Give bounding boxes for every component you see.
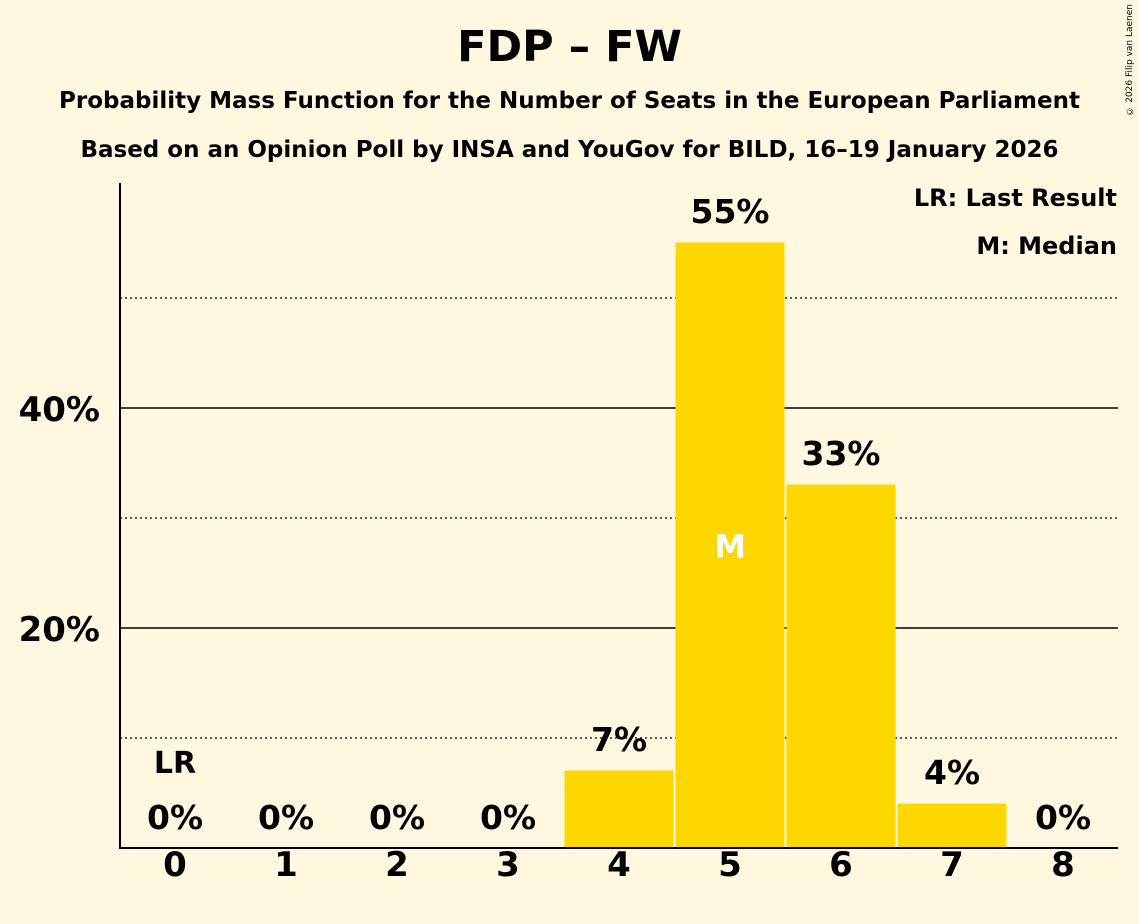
bar <box>564 770 674 849</box>
chart-title: FDP – FW <box>457 22 682 72</box>
bar <box>786 484 896 849</box>
bar-value-label: 33% <box>802 434 881 473</box>
bar-value-label: 4% <box>924 753 980 792</box>
x-tick-label: 6 <box>829 845 853 885</box>
y-tick-label: 20% <box>19 610 100 650</box>
bar <box>897 803 1007 849</box>
x-tick-label: 7 <box>940 845 964 885</box>
legend-last-result: LR: Last Result <box>913 184 1117 212</box>
legend-median: M: Median <box>976 232 1117 260</box>
bar-value-label: 0% <box>258 798 314 837</box>
last-result-marker: LR <box>154 746 196 781</box>
bar-value-label: 55% <box>691 192 770 231</box>
bar-value-label: 0% <box>1035 798 1091 837</box>
x-tick-label: 0 <box>163 845 187 885</box>
median-marker: M <box>714 528 746 566</box>
x-tick-label: 2 <box>385 845 409 885</box>
bar-value-label: 7% <box>591 720 647 759</box>
bar-value-label: 0% <box>369 798 425 837</box>
x-tick-label: 4 <box>607 845 631 885</box>
x-tick-label: 5 <box>718 845 742 885</box>
chart-subtitle-1: Probability Mass Function for the Number… <box>59 88 1080 114</box>
bar-value-label: 0% <box>147 798 203 837</box>
x-tick-label: 1 <box>274 845 298 885</box>
chart-subtitle-2: Based on an Opinion Poll by INSA and You… <box>80 137 1059 163</box>
bar <box>675 242 785 849</box>
x-tick-label: 3 <box>496 845 520 885</box>
x-tick-label: 8 <box>1051 845 1075 885</box>
bar-value-label: 0% <box>480 798 536 837</box>
y-tick-label: 40% <box>19 390 100 430</box>
